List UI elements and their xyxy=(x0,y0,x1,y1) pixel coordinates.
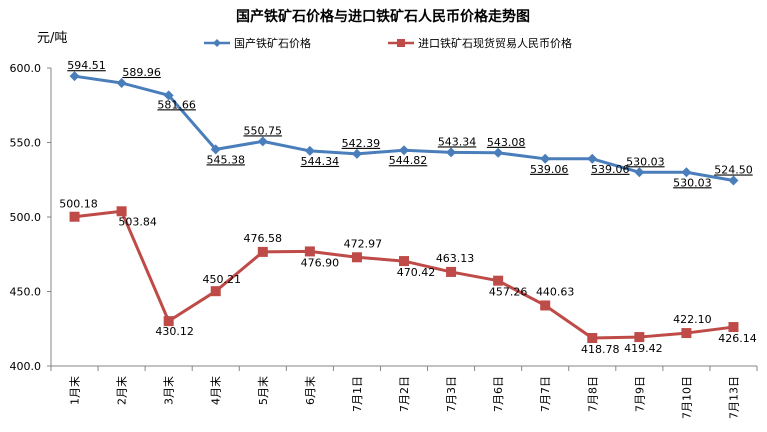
data-label: 430.12 xyxy=(155,325,194,338)
y-tick-label: 550.0 xyxy=(10,137,42,150)
data-label: 545.38 xyxy=(206,153,245,166)
data-point xyxy=(351,252,362,263)
data-point xyxy=(540,153,551,164)
legend: 国产铁矿石价格 进口铁矿石现货贸易人民币价格 xyxy=(204,36,572,50)
data-point xyxy=(446,147,457,158)
x-tick-label: 7月10日 xyxy=(680,376,693,419)
data-point xyxy=(304,246,315,257)
data-point xyxy=(163,316,174,327)
data-label: 524.50 xyxy=(714,163,753,176)
x-tick-label: 2月末 xyxy=(115,376,129,405)
data-label: 419.42 xyxy=(624,342,663,355)
data-label: 594.51 xyxy=(67,59,106,72)
y-tick-label: 600.0 xyxy=(10,62,42,75)
data-label: 544.82 xyxy=(389,154,428,167)
x-tick-label: 7月3日 xyxy=(445,376,458,412)
y-tick-label: 400.0 xyxy=(10,360,42,373)
data-point xyxy=(540,300,551,311)
chart-title: 国产铁矿石价格与进口铁矿石人民币价格走势图 xyxy=(236,8,530,25)
series-2: 500.18 503.84 430.12 450.21 476.58 476.90 472.… xyxy=(59,198,756,356)
x-tick-label: 7月1日 xyxy=(351,376,364,412)
data-label: 418.78 xyxy=(581,343,620,356)
data-point xyxy=(116,77,127,88)
data-label: 530.03 xyxy=(626,155,665,168)
data-label: 476.90 xyxy=(301,256,340,269)
data-point xyxy=(634,332,645,343)
data-label: 543.34 xyxy=(438,135,477,148)
data-point xyxy=(681,167,692,178)
data-label: 422.10 xyxy=(673,313,712,326)
x-tick-label: 7月8日 xyxy=(586,376,599,412)
data-point xyxy=(69,211,80,222)
y-tick-label: 450.0 xyxy=(10,286,42,299)
legend-label: 进口铁矿石现货贸易人民币价格 xyxy=(418,36,572,50)
data-point xyxy=(399,256,409,267)
data-label: 539.06 xyxy=(530,163,569,176)
data-label: 544.34 xyxy=(301,155,340,168)
data-point xyxy=(728,175,739,186)
x-tick-label: 4月末 xyxy=(209,376,223,405)
data-label: 472.97 xyxy=(344,237,383,250)
data-label: 440.63 xyxy=(536,285,575,298)
data-point xyxy=(399,145,409,156)
legend-item-1: 国产铁矿石价格 xyxy=(204,36,311,50)
legend-label: 国产铁矿石价格 xyxy=(234,36,311,50)
legend-swatch-marker xyxy=(213,39,221,47)
data-point xyxy=(163,90,174,101)
data-label: 539.06 xyxy=(591,163,630,176)
data-point xyxy=(69,71,80,82)
y-unit-label: 元/吨 xyxy=(37,31,67,46)
series-1: 594.51 589.96 581.66 545.38 550.75 544.34542.… xyxy=(67,59,752,189)
data-label: 543.08 xyxy=(487,136,526,149)
data-point xyxy=(728,322,739,333)
data-label: 589.96 xyxy=(122,66,161,79)
data-label: 542.39 xyxy=(342,137,381,150)
data-label: 503.84 xyxy=(118,215,157,228)
data-point xyxy=(587,333,598,344)
x-tick-label: 5月末 xyxy=(256,376,270,405)
x-tick-label: 7月7日 xyxy=(539,376,552,412)
x-tick-label: 1月末 xyxy=(68,376,82,405)
data-point xyxy=(351,148,362,159)
data-point xyxy=(446,266,457,277)
data-point xyxy=(210,286,221,297)
x-tick-label: 7月2日 xyxy=(398,376,411,412)
data-label: 470.42 xyxy=(397,266,436,279)
data-point xyxy=(634,167,645,178)
data-label: 463.13 xyxy=(436,252,475,265)
data-label: 457.26 xyxy=(489,286,528,299)
data-point xyxy=(304,145,315,156)
data-label: 550.75 xyxy=(244,124,283,137)
data-point xyxy=(493,275,504,286)
x-tick-label: 7月13日 xyxy=(727,376,740,419)
data-label: 450.21 xyxy=(202,273,241,286)
data-label: 500.18 xyxy=(59,198,98,211)
data-label: 476.58 xyxy=(244,232,283,245)
data-point xyxy=(257,246,268,257)
data-point xyxy=(493,147,504,158)
y-tick-label: 500.0 xyxy=(10,211,42,224)
data-point xyxy=(587,153,598,164)
x-tick-label: 7月9日 xyxy=(633,376,646,412)
x-tick-label: 7月6日 xyxy=(492,376,505,412)
data-label: 426.14 xyxy=(718,332,757,345)
data-point xyxy=(681,328,692,339)
data-label: 530.03 xyxy=(673,176,712,189)
legend-item-2: 进口铁矿石现货贸易人民币价格 xyxy=(388,36,572,50)
series-layer: 594.51 589.96 581.66 545.38 550.75 544.34542.… xyxy=(59,59,756,356)
data-point xyxy=(116,206,127,217)
x-tick-label: 6月末 xyxy=(303,376,317,405)
x-tick-label: 3月末 xyxy=(162,376,176,405)
legend-swatch-marker xyxy=(397,39,405,47)
data-point xyxy=(210,144,221,155)
axes: 600.0 550.0 500.0 450.0 400.0 1月末 2月末 3月末 4月末 5月末… xyxy=(10,62,758,419)
data-label: 581.66 xyxy=(157,98,196,111)
data-point xyxy=(257,136,268,147)
